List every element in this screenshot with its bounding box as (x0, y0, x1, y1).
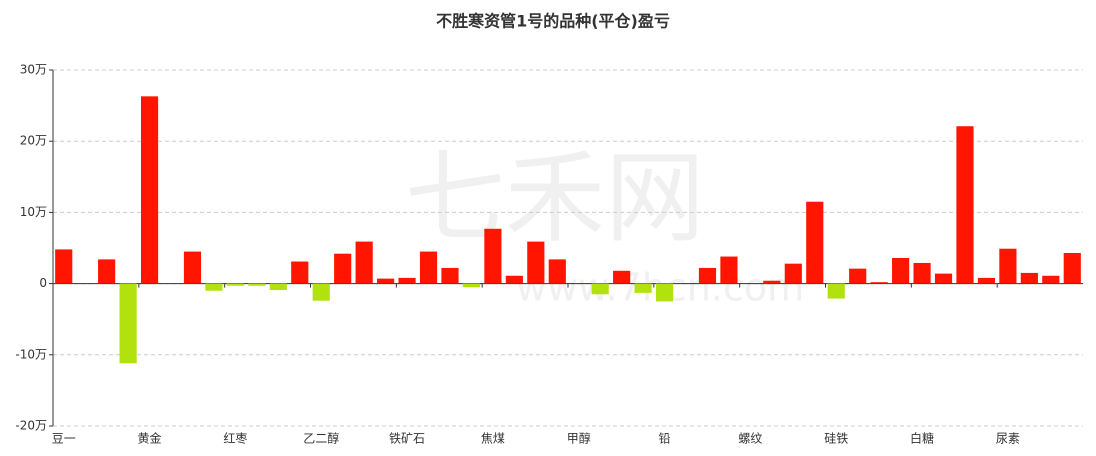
bar (55, 249, 73, 284)
bar (634, 283, 652, 293)
bar (205, 283, 223, 291)
bar (527, 241, 545, 284)
bar (269, 283, 287, 291)
bar (1063, 252, 1081, 284)
bar (291, 261, 309, 284)
bar (248, 283, 266, 286)
bar (312, 283, 330, 301)
x-tick-label: 甲醇 (567, 431, 591, 446)
x-tick-label: 黄金 (138, 431, 162, 446)
bar (720, 256, 738, 284)
y-tick-label: 30万 (20, 63, 47, 77)
y-tick-label: 0 (39, 276, 47, 290)
bar (334, 253, 352, 284)
bar (98, 259, 116, 284)
bar (119, 283, 137, 364)
bar (913, 262, 931, 284)
bar (849, 268, 867, 284)
bar (140, 96, 159, 284)
bar (1020, 272, 1038, 284)
bar (934, 273, 953, 284)
y-tick-label: 10万 (20, 205, 47, 219)
bar (591, 283, 609, 295)
bar (377, 278, 395, 284)
x-tick-label: 白糖 (910, 431, 934, 446)
x-tick-label: 铅 (659, 432, 671, 446)
chart-title: 不胜寒资管1号的品种(平仓)盈亏 (436, 12, 670, 31)
bar (784, 263, 802, 284)
bar (956, 126, 974, 284)
y-tick-label: 20万 (20, 134, 47, 148)
bar (548, 259, 566, 284)
y-tick-label: -10万 (15, 347, 47, 361)
bar (655, 283, 674, 302)
bar (827, 283, 845, 299)
y-tick-label: -20万 (15, 419, 47, 433)
x-tick-label: 红枣 (223, 431, 247, 446)
x-tick-label: 铁矿石 (389, 432, 425, 446)
bar (355, 241, 373, 284)
x-tick-label: 螺纹 (738, 432, 762, 446)
x-tick-label: 乙二醇 (303, 431, 339, 446)
bar (398, 277, 416, 284)
bar (892, 257, 910, 284)
x-tick-label: 硅铁 (824, 432, 848, 446)
bar (806, 201, 824, 284)
bar (763, 280, 781, 284)
bar (999, 248, 1017, 284)
bar (441, 267, 459, 284)
x-tick-label: 焦煤 (481, 432, 505, 446)
bar (419, 251, 438, 284)
bar (977, 277, 996, 284)
bar (1042, 275, 1060, 284)
bar (462, 283, 481, 288)
bar (505, 275, 523, 284)
bar (183, 251, 202, 284)
bar (484, 228, 502, 284)
watermark: 七禾网 (405, 139, 705, 256)
bar (698, 267, 717, 284)
x-tick-label: 尿素 (996, 432, 1020, 446)
x-tick-label: 豆一 (52, 432, 76, 446)
bar (226, 283, 244, 286)
bar (613, 270, 631, 284)
bar (870, 282, 888, 284)
